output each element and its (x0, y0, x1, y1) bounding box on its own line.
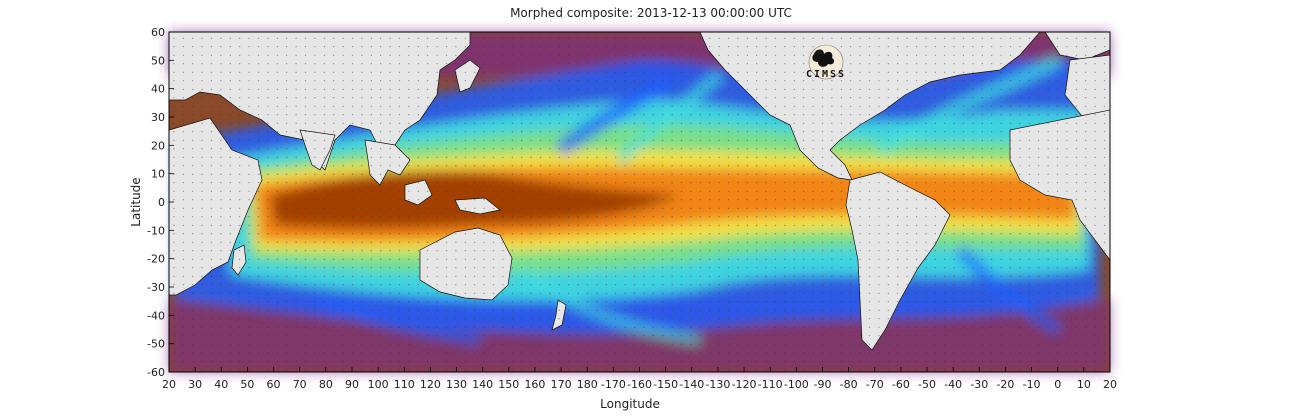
y-tick-label: 60 (151, 26, 165, 39)
x-tick-label: -170 (601, 378, 626, 391)
x-tick-label: 40 (214, 378, 228, 391)
y-axis: 60 50 40 30 20 10 0 -10 -20 -30 -40 -50 -60 (147, 26, 174, 379)
y-tick-label: 10 (151, 168, 165, 181)
x-tick-label: -120 (732, 378, 757, 391)
y-tick-label: 0 (158, 196, 165, 209)
x-tick-label: 30 (188, 378, 202, 391)
y-tick-label: -40 (147, 309, 165, 322)
x-tick-label: 20 (1103, 378, 1117, 391)
x-tick-label: 20 (162, 378, 176, 391)
x-tick-label: 80 (319, 378, 333, 391)
y-tick-label: 40 (151, 83, 165, 96)
x-tick-label: 50 (240, 378, 254, 391)
x-tick-label: -50 (918, 378, 936, 391)
x-tick-label: -160 (627, 378, 652, 391)
x-tick-label: 70 (293, 378, 307, 391)
x-tick-label: -40 (944, 378, 962, 391)
x-tick-label: -10 (1023, 378, 1041, 391)
x-tick-label: 160 (524, 378, 545, 391)
x-tick-label: 90 (345, 378, 359, 391)
graticule (169, 32, 1110, 372)
x-tick-label: 170 (551, 378, 572, 391)
x-tick-label: 110 (394, 378, 415, 391)
y-tick-label: 30 (151, 111, 165, 124)
x-tick-label: 10 (1077, 378, 1091, 391)
x-tick-label: -140 (679, 378, 704, 391)
x-tick-label: 60 (267, 378, 281, 391)
x-tick-label: -70 (866, 378, 884, 391)
y-tick-label: -10 (147, 224, 165, 237)
x-tick-label: -60 (892, 378, 910, 391)
x-tick-label: -20 (996, 378, 1014, 391)
y-tick-label: -60 (147, 366, 165, 379)
logo-text: CIMSS (805, 69, 847, 80)
cimss-logo: CIMSS (802, 44, 850, 84)
x-tick-label: 120 (420, 378, 441, 391)
y-tick-label: -30 (147, 281, 165, 294)
x-tick-label: 180 (577, 378, 598, 391)
x-tick-label: -80 (840, 378, 858, 391)
y-tick-label: 50 (151, 54, 165, 67)
x-tick-label: -110 (758, 378, 783, 391)
x-tick-label: 100 (368, 378, 389, 391)
x-axis-label: Longitude (600, 397, 660, 411)
x-tick-label: -100 (784, 378, 809, 391)
y-axis-label: Latitude (129, 177, 143, 227)
y-tick-label: -20 (147, 253, 165, 266)
x-tick-label: 140 (472, 378, 493, 391)
x-tick-label: -130 (705, 378, 730, 391)
x-axis: 20 30 40 50 60 70 80 90 100 110 120 130 140 150 160 170… (162, 367, 1117, 391)
x-tick-label: 130 (446, 378, 467, 391)
x-tick-label: 0 (1054, 378, 1061, 391)
x-tick-label: 150 (498, 378, 519, 391)
y-tick-label: -50 (147, 338, 165, 351)
map-title: Morphed composite: 2013-12-13 00:00:00 U… (510, 6, 792, 20)
x-tick-label: -150 (653, 378, 678, 391)
y-tick-label: 20 (151, 139, 165, 152)
x-tick-label: -30 (970, 378, 988, 391)
x-tick-label: -90 (813, 378, 831, 391)
